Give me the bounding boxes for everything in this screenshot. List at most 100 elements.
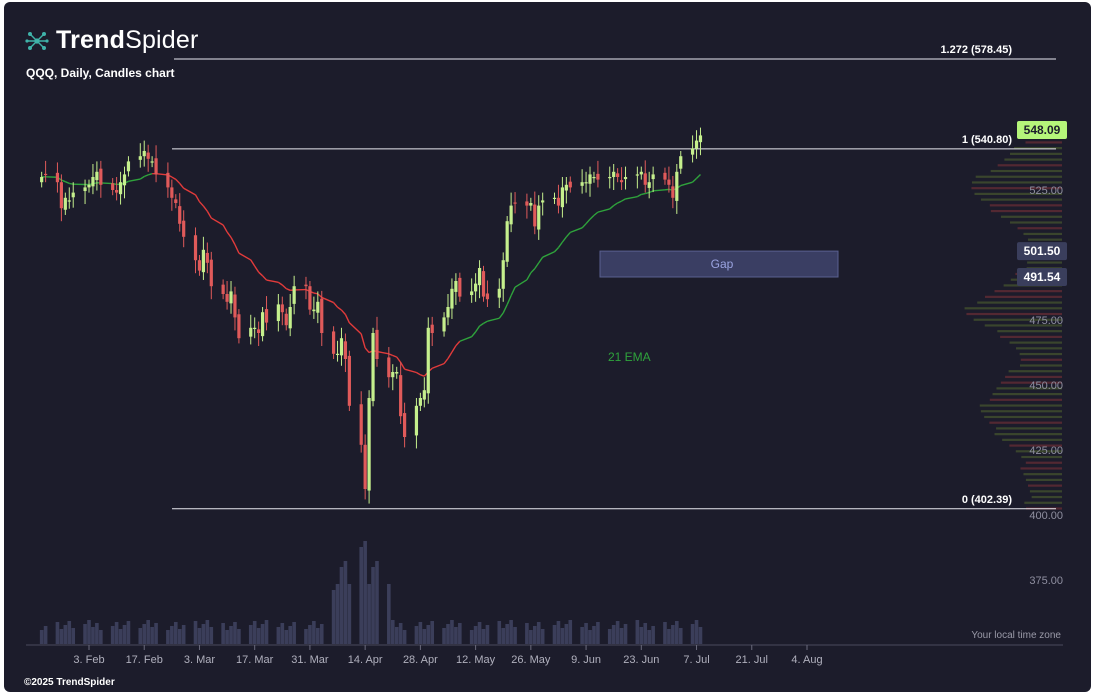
x-tick-label: 12. May xyxy=(456,654,496,666)
candle-body xyxy=(418,398,422,406)
x-tick-label: 23. Jun xyxy=(623,654,659,666)
candle-body xyxy=(667,179,671,185)
candle-body xyxy=(193,235,198,261)
volume-bar xyxy=(623,624,628,644)
candle-body xyxy=(170,187,174,198)
volume-bar xyxy=(193,621,198,644)
candle-body xyxy=(588,174,592,184)
candle-body xyxy=(359,404,363,445)
volume-bar xyxy=(580,627,584,644)
ema-segment xyxy=(222,224,228,233)
profile-bar xyxy=(984,295,1062,298)
candle-body xyxy=(166,172,170,188)
candle-body xyxy=(564,184,568,191)
candle-body xyxy=(233,294,237,318)
ema-segment xyxy=(139,175,145,180)
volume-bar xyxy=(505,624,509,644)
ema-segment xyxy=(451,345,457,353)
ema-segment xyxy=(680,181,693,187)
profile-bar xyxy=(994,290,1062,293)
volume-bar xyxy=(481,629,486,644)
chart-subtitle: QQQ, Daily, Candles chart xyxy=(26,66,175,80)
candle-body xyxy=(335,353,340,355)
ema-segment xyxy=(198,201,204,207)
ema-segment xyxy=(443,358,449,365)
candle-body xyxy=(257,329,261,333)
ema-segment xyxy=(420,374,425,377)
ema-segment xyxy=(69,182,74,185)
profile-bar xyxy=(990,169,1062,173)
x-tick-label: 31. Mar xyxy=(291,654,329,666)
ema-segment xyxy=(653,189,666,192)
ema-segment xyxy=(360,333,366,349)
volume-bar xyxy=(55,622,60,644)
candle-body xyxy=(138,156,142,160)
candle-body xyxy=(450,288,454,309)
gap-low-tag: 491.54 xyxy=(1024,270,1061,284)
candle-body xyxy=(316,301,320,313)
volume-bar xyxy=(367,584,371,644)
profile-bar xyxy=(979,404,1062,407)
candle-body xyxy=(91,177,95,187)
x-tick-label: 3. Feb xyxy=(73,654,104,666)
profile-bar xyxy=(975,175,1062,178)
volume-bar xyxy=(233,622,237,644)
candle-body xyxy=(367,398,371,491)
volume-bar xyxy=(292,622,296,644)
gap-high-tag-bg xyxy=(1017,242,1067,261)
profile-bar xyxy=(1009,152,1062,155)
ema-segment xyxy=(344,314,351,324)
volume-bar xyxy=(138,628,143,644)
volume-bar xyxy=(418,622,423,644)
volume-bar xyxy=(509,620,513,644)
ema-segment xyxy=(254,265,260,273)
candle-body xyxy=(182,220,186,237)
volume-bar xyxy=(154,623,158,644)
volume-bar xyxy=(229,626,233,644)
profile-bar xyxy=(1000,215,1062,218)
candle-body xyxy=(280,304,284,313)
volume-bar xyxy=(694,620,699,644)
profile-bar xyxy=(1015,450,1062,453)
ema-segment xyxy=(250,259,256,267)
ema-segment xyxy=(396,356,402,363)
volume-bar xyxy=(678,628,683,644)
ema-segment xyxy=(506,295,512,305)
volume-bar xyxy=(339,567,344,644)
gap-rect xyxy=(599,250,839,278)
candle-body xyxy=(474,283,478,292)
candle-body xyxy=(264,309,269,323)
volume-bar xyxy=(201,624,206,644)
volume-bar xyxy=(671,625,675,644)
candle-body xyxy=(639,171,643,175)
ema-segment xyxy=(561,236,567,243)
profile-bar xyxy=(1017,227,1062,230)
ema-segment xyxy=(597,208,610,213)
chart-panel: TrendSpider QQQ, Daily, Candles chart 1.… xyxy=(4,2,1091,692)
timezone-note[interactable]: Your local time zone xyxy=(971,630,1061,641)
y-tick-label: 475.00 xyxy=(1029,315,1063,327)
volume-bar xyxy=(237,629,241,644)
volume-bar xyxy=(540,629,545,644)
profile-bar xyxy=(1009,341,1062,344)
ema-segment xyxy=(277,281,283,286)
volume-bar xyxy=(402,630,407,644)
volume-bar xyxy=(166,630,170,644)
volume-bar xyxy=(394,627,399,644)
volume-bar xyxy=(63,625,68,644)
profile-bar xyxy=(1000,381,1062,384)
ema-segment xyxy=(262,275,268,281)
ema-segment xyxy=(479,322,484,327)
candle-body xyxy=(284,313,288,326)
ema-segment xyxy=(471,331,477,338)
volume-bar xyxy=(170,626,174,644)
volume-bar xyxy=(592,626,596,644)
ema-segment xyxy=(641,192,646,196)
ema-segment xyxy=(538,256,544,264)
candle-body xyxy=(122,174,127,186)
ema-segment xyxy=(447,351,453,359)
volume-bar xyxy=(347,584,352,644)
x-tick-label: 17. Mar xyxy=(236,654,274,666)
candlestick-chart[interactable]: 1.272 (578.45) 1 (540.80) 0 (402.39) Gap 2… xyxy=(4,2,1091,692)
profile-bar xyxy=(1027,238,1062,241)
